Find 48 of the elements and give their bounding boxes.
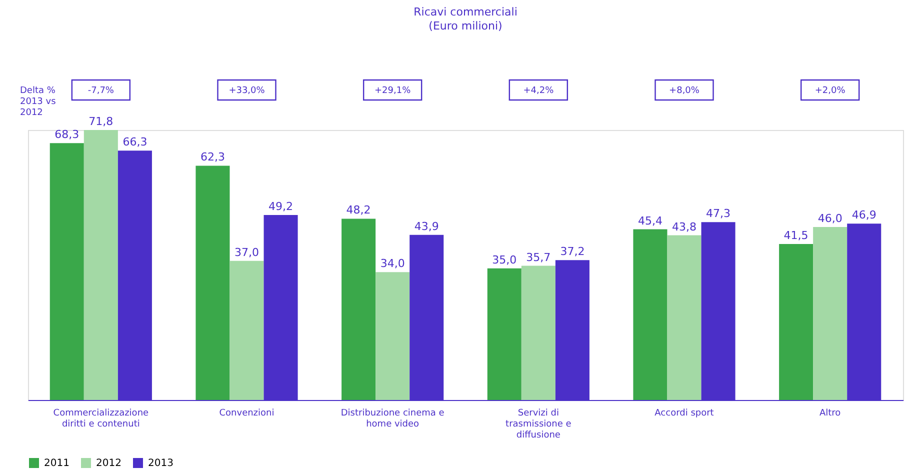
x-tick-label: Altro <box>819 408 842 418</box>
data-label: 46,0 <box>818 212 842 226</box>
bar <box>813 227 848 400</box>
bar <box>230 260 264 400</box>
bar <box>779 244 814 400</box>
x-tick-label: Distribuzione cinema e home video <box>340 408 445 430</box>
bar <box>521 266 556 400</box>
x-tick-label: Commercializzazione diritti e contenuti <box>53 408 150 430</box>
chart-title: Ricavi commerciali <box>414 5 518 18</box>
data-label: 37,0 <box>234 246 259 259</box>
data-label: 43,9 <box>414 220 439 233</box>
bar <box>667 235 702 400</box>
data-label: 66,3 <box>122 136 148 149</box>
text: +2,0% <box>814 86 846 96</box>
bar <box>50 143 84 400</box>
data-label: 68,3 <box>54 128 80 142</box>
data-label: 37,2 <box>560 245 585 258</box>
text: +29,1% <box>374 86 412 96</box>
bar <box>342 218 376 400</box>
x-tick-label: Servizi di trasmissione e diffusione <box>506 408 572 440</box>
bar <box>196 166 230 400</box>
data-label: 49,2 <box>268 200 294 213</box>
data-label: 47,3 <box>706 207 731 220</box>
data-label: 62,3 <box>200 150 225 164</box>
legend-label: 2011 <box>44 458 70 469</box>
data-label: 41,5 <box>784 228 808 242</box>
data-label: 71,8 <box>88 115 114 128</box>
text: -7,7% <box>88 86 114 96</box>
data-label: 43,8 <box>672 220 696 234</box>
bar <box>376 272 410 400</box>
bar <box>487 268 522 400</box>
text: +33,0% <box>228 86 266 96</box>
text: +4,2% <box>523 86 554 96</box>
bar <box>84 130 118 400</box>
text: +8,0% <box>669 86 700 96</box>
chart-subtitle: (Euro milioni) <box>428 19 502 32</box>
x-tick-label: Accordi sport <box>654 408 714 418</box>
data-label: 35,7 <box>526 250 551 264</box>
x-tick-label: Convenzioni <box>219 408 274 418</box>
legend-label: 2013 <box>148 458 174 469</box>
data-label: 34,0 <box>380 257 405 270</box>
data-label: 48,2 <box>346 204 371 217</box>
data-label: 46,9 <box>852 208 876 222</box>
bar <box>633 229 668 400</box>
legend-label: 2012 <box>96 458 122 469</box>
data-label: 45,4 <box>638 214 662 228</box>
data-label: 35,0 <box>492 253 517 266</box>
text: Delta % 2013 vs 2012 <box>20 86 56 118</box>
